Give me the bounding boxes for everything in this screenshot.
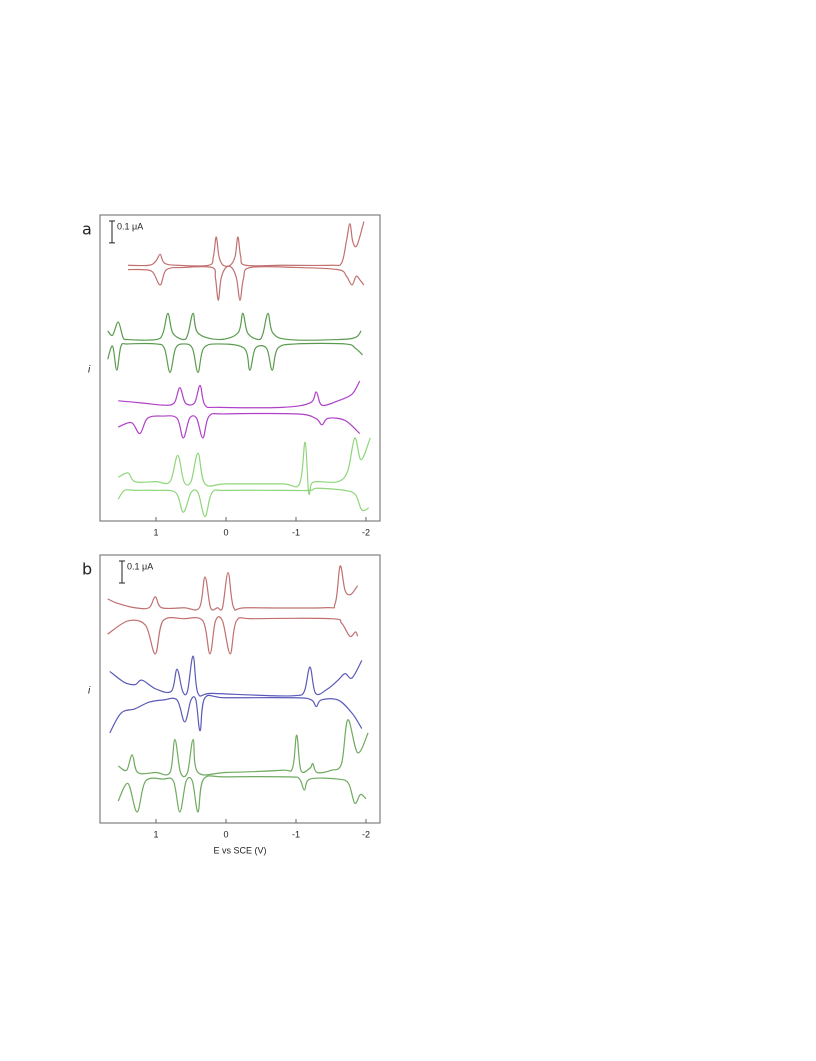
trace — [117, 719, 369, 778]
x-tick-label: 0 — [223, 527, 228, 537]
trace — [109, 655, 363, 697]
trace — [117, 775, 367, 813]
trace — [118, 380, 361, 409]
x-axis-label: E vs SCE (V) — [213, 845, 266, 855]
trace — [107, 312, 362, 341]
scale-bar-label: 0.1 μA — [117, 221, 143, 231]
x-tick-label: -1 — [292, 527, 300, 537]
trace — [117, 412, 361, 439]
plot-frame — [99, 554, 381, 824]
x-tick-label: -2 — [362, 829, 370, 839]
x-tick-label: -2 — [362, 527, 370, 537]
y-axis-label: i — [88, 365, 91, 376]
scale-bar — [109, 220, 115, 244]
trace — [127, 221, 365, 267]
x-tick-label: 0 — [223, 829, 228, 839]
trace — [117, 487, 370, 518]
x-tick-label: -1 — [292, 829, 300, 839]
plot-frame — [99, 214, 381, 522]
trace — [109, 694, 363, 734]
trace — [107, 616, 359, 655]
y-axis-label: i — [88, 686, 91, 697]
trace — [117, 437, 371, 495]
trace — [107, 342, 363, 373]
x-tick-label: 1 — [153, 829, 158, 839]
panel-label: b — [82, 560, 92, 579]
scale-bar — [119, 560, 125, 584]
trace — [107, 565, 359, 611]
panel-label: a — [82, 220, 92, 239]
x-tick-label: 1 — [153, 527, 158, 537]
scale-bar-label: 0.1 μA — [127, 561, 153, 571]
trace — [127, 265, 365, 301]
